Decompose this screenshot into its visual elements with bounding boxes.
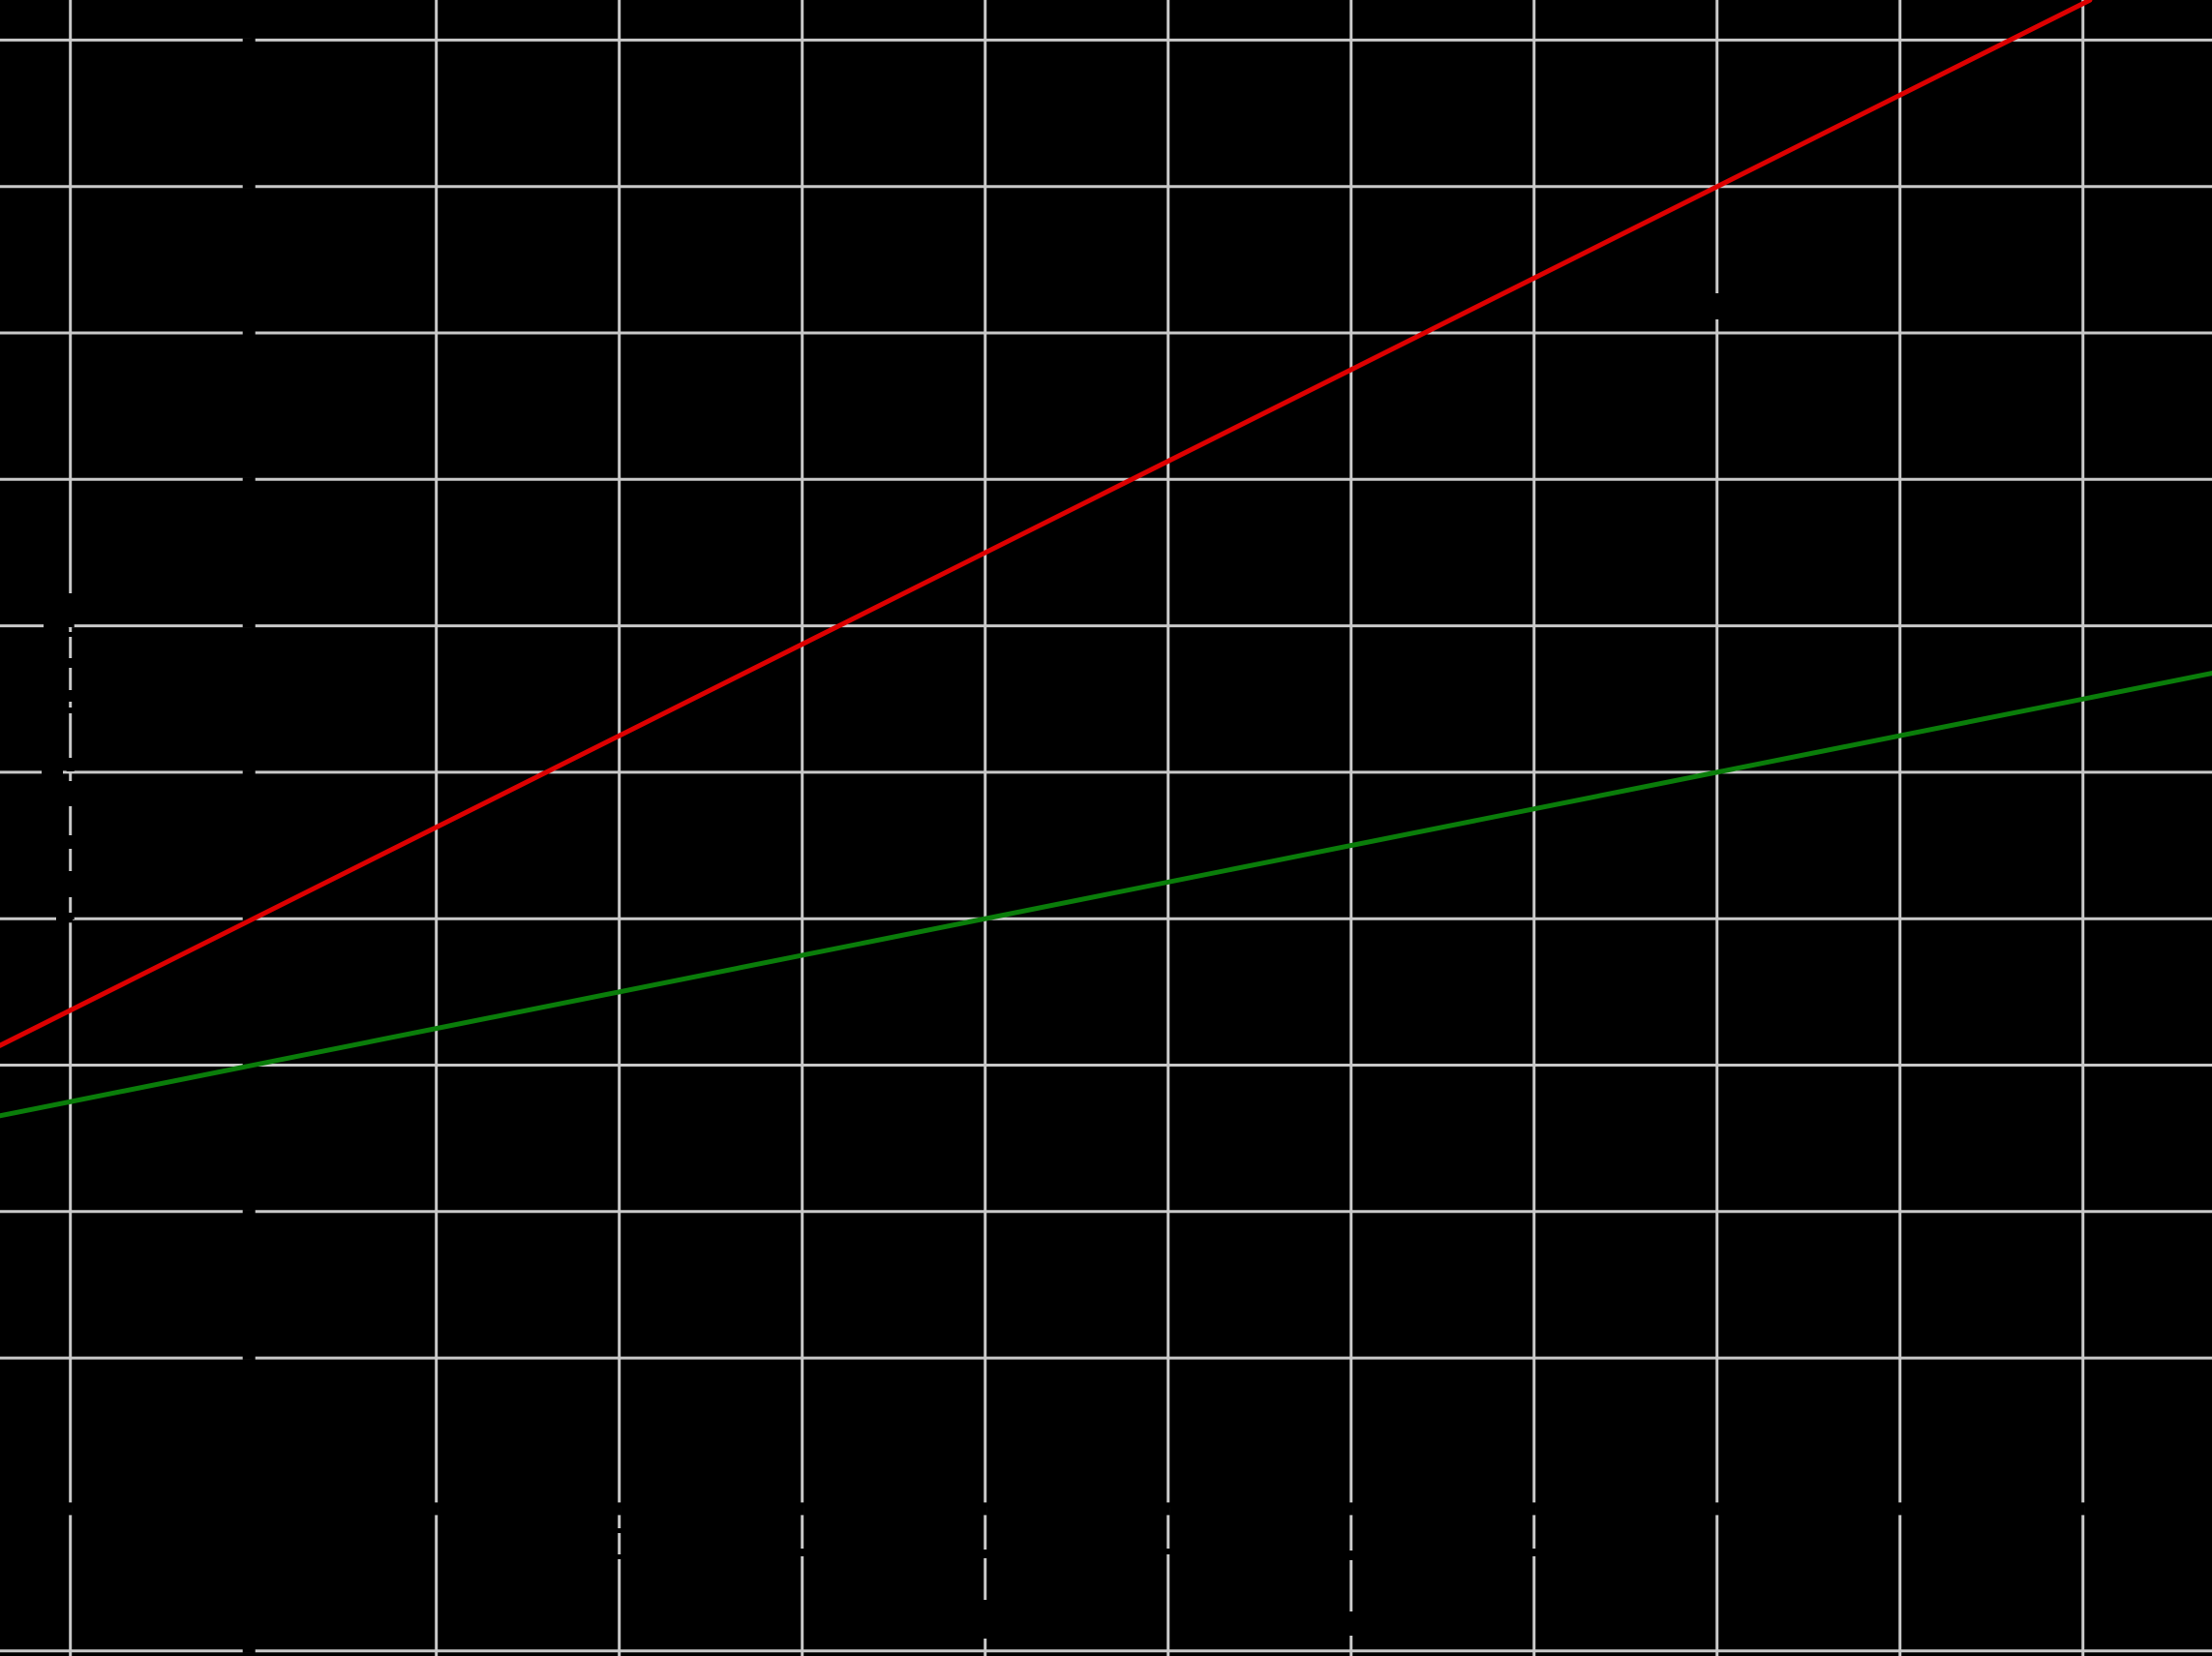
hidden-text-fragments-layer xyxy=(42,293,1721,1639)
red-line xyxy=(0,0,2093,1048)
data-series-layer xyxy=(0,0,2212,1119)
axis-ticks-layer xyxy=(68,38,2085,1653)
green-line xyxy=(0,671,2212,1119)
